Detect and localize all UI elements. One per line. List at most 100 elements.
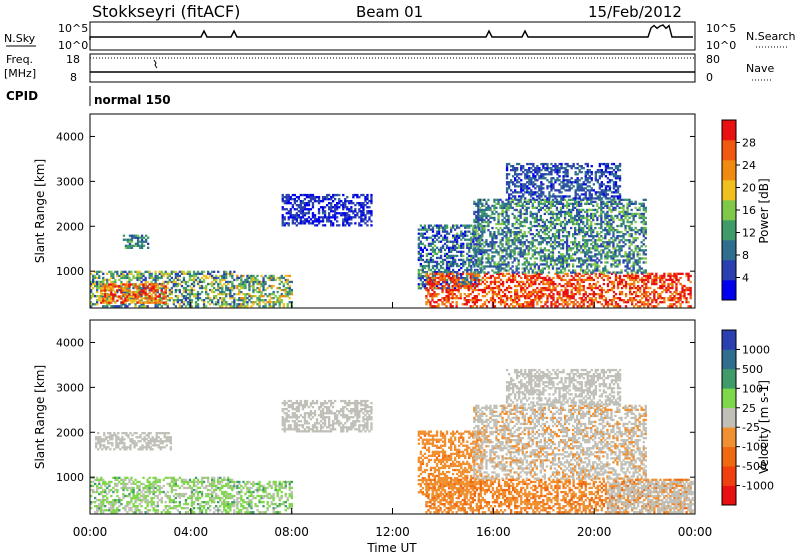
power-cell [604,245,606,247]
power-cell [288,210,290,212]
power-cell [554,235,556,237]
power-cell [438,249,440,251]
power-cell [566,295,568,297]
power-cell [197,303,199,305]
power-cell [581,281,583,283]
power-cell [273,303,275,305]
power-cell [581,279,583,281]
power-cell [201,299,203,301]
power-cell [466,295,468,297]
power-cell [452,279,454,281]
power-cell [518,283,520,285]
power-cell [617,287,619,289]
power-cell [420,263,422,265]
power-cell [631,303,633,305]
power-cell [610,227,612,229]
power-cell [578,265,580,267]
power-cell [473,247,475,249]
power-cell [562,263,564,265]
power-cell [500,303,502,305]
power-cell [444,271,446,273]
power-cell [583,285,585,287]
power-cell [283,283,285,285]
power-cell [570,271,572,273]
power-cell [366,194,368,196]
power-cell [143,241,145,243]
power-cell [596,209,598,211]
power-cell [546,299,548,301]
power-cell [637,277,639,279]
power-cell [514,293,516,295]
power-cell [244,283,246,285]
power-cell [564,213,566,215]
power-cell [522,287,524,289]
power-cell [542,225,544,227]
power-cell [569,283,571,285]
power-cell [346,200,348,202]
power-cell [621,291,623,293]
power-cell [518,253,520,255]
power-cell [522,293,524,295]
power-cell [285,275,287,277]
power-cell [440,265,442,267]
power-cell [528,269,530,271]
power-cell [618,263,620,265]
power-cell [624,215,626,217]
power-cell [524,301,526,303]
power-cell [133,235,135,237]
power-cell [552,251,554,253]
power-cell [466,239,468,241]
power-cell [302,220,304,222]
power-cell [485,213,487,215]
power-cell [600,223,602,225]
power-cell [283,289,285,291]
power-cell [238,305,240,307]
power-cell [571,301,573,303]
power-cell [468,247,470,249]
power-cell [516,293,518,295]
power-cell [211,285,213,287]
power-cell [464,263,466,265]
power-cell [532,243,534,245]
power-cell [425,287,427,289]
power-cell [233,305,235,307]
power-cell [571,283,573,285]
power-cell [566,257,568,259]
power-cell [197,295,199,297]
power-cell [444,225,446,227]
power-cell [475,217,477,219]
power-cell [240,277,242,279]
power-cell [643,303,645,305]
power-cell [201,277,203,279]
power-cell [462,247,464,249]
power-cell [651,291,653,293]
power-cell [645,297,647,299]
power-cell [492,289,494,291]
power-cell [485,261,487,263]
power-cell [433,301,435,303]
power-cell [484,279,486,281]
power-cell [211,281,213,283]
power-cell [524,283,526,285]
power-cell [624,253,626,255]
power-cell [450,297,452,299]
power-cell [573,287,575,289]
power-cell [143,245,145,247]
power-cell [110,277,112,279]
power-cell [507,205,509,207]
power-cell [466,299,468,301]
power-cell [615,275,617,277]
power-cell [291,289,293,291]
power-cell [502,283,504,285]
power-cell [318,200,320,202]
power-cell [284,218,286,220]
power-cell [530,275,532,277]
power-cell [167,305,169,307]
power-cell [522,249,524,251]
power-cell [312,198,314,200]
power-cell [687,277,689,279]
power-cell [427,281,429,283]
power-cell [289,281,291,283]
power-cell [432,259,434,261]
power-cell [446,241,448,243]
